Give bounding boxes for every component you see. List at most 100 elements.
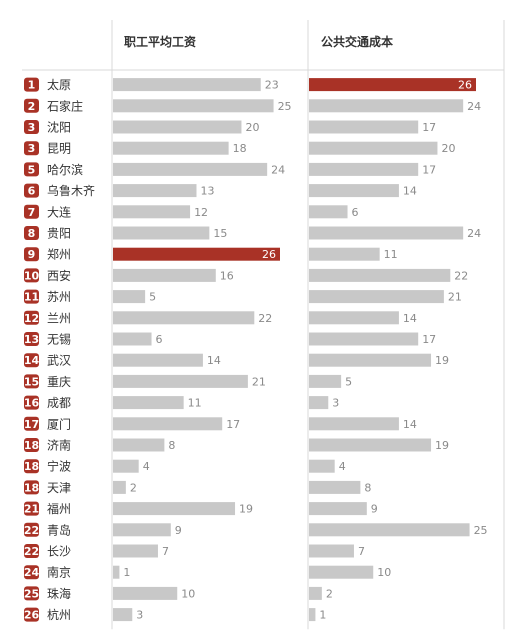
transit-bar	[309, 374, 342, 388]
wage-value-label: 15	[213, 227, 227, 240]
transit-value-label: 20	[441, 142, 455, 155]
transit-bar	[309, 226, 464, 240]
city-label: 南京	[47, 565, 71, 580]
chart-rows: 1 太原 23 262 石家庄 25 243 沈阳 20 173 昆明 18 205 哈尔滨 24 176 乌鲁…	[24, 77, 488, 622]
table-row: 13 无锡 6 17	[24, 332, 436, 347]
rank-number: 6	[28, 185, 36, 198]
wage-bar	[113, 311, 255, 325]
transit-value-label: 7	[358, 545, 365, 558]
rank-number: 1	[28, 79, 36, 92]
wage-value-label: 25	[278, 100, 292, 113]
table-row: 3 昆明 18 20	[24, 141, 455, 156]
city-label: 重庆	[47, 375, 71, 389]
city-label: 西安	[47, 268, 71, 283]
wage-value-label: 14	[207, 354, 221, 367]
city-label: 贵阳	[47, 227, 71, 241]
city-label: 济南	[47, 438, 71, 453]
wage-value-label: 18	[233, 142, 247, 155]
rank-number: 22	[24, 545, 39, 558]
transit-value-label: 4	[339, 460, 346, 473]
rank-badge	[24, 353, 39, 368]
transit-bar	[309, 417, 399, 431]
transit-bar	[309, 565, 374, 579]
table-row: 22 青岛 9 25	[24, 522, 488, 537]
rank-badge	[24, 586, 39, 601]
rank-number: 7	[28, 206, 36, 219]
transit-bar	[309, 523, 470, 537]
rank-number: 13	[24, 333, 39, 346]
transit-value-label: 11	[384, 248, 398, 261]
transit-bar	[309, 247, 380, 261]
transit-value-label: 3	[332, 397, 339, 410]
transit-bar	[309, 438, 432, 452]
wage-bar	[113, 459, 139, 473]
transit-value-label: 24	[467, 100, 481, 113]
city-label: 郑州	[47, 247, 71, 262]
city-label: 长沙	[47, 545, 71, 559]
transit-value-label: 1	[319, 609, 326, 622]
rank-badge	[24, 289, 39, 304]
transit-bar	[309, 311, 399, 325]
rank-number: 16	[24, 397, 40, 410]
rank-badge	[24, 459, 39, 474]
transit-bar	[309, 162, 419, 176]
table-row: 18 天津 2 8	[24, 480, 371, 495]
rank-number: 15	[24, 375, 39, 388]
wage-bar	[113, 565, 120, 579]
rank-number: 3	[28, 121, 36, 134]
transit-value-label: 24	[467, 227, 481, 240]
transit-value-label: 5	[345, 375, 352, 388]
rank-number: 5	[28, 163, 36, 176]
wage-value-label: 13	[201, 185, 215, 198]
wage-bar	[113, 480, 126, 494]
wage-value-label: 20	[245, 121, 259, 134]
city-label: 武汉	[47, 354, 71, 368]
table-row: 12 兰州 22 14	[24, 310, 417, 325]
rank-badge	[24, 374, 39, 389]
rank-number: 18	[24, 439, 39, 452]
rank-badge	[24, 607, 39, 622]
city-label: 福州	[47, 501, 71, 516]
table-row: 1 太原 23 26	[24, 77, 476, 92]
table-row: 18 宁波 4 4	[24, 459, 346, 474]
transit-bar	[309, 78, 476, 92]
table-row: 5 哈尔滨 24 17	[24, 162, 436, 177]
wage-bar	[113, 608, 133, 622]
wage-bar	[113, 544, 158, 558]
transit-value-label: 14	[403, 312, 417, 325]
transit-bar	[309, 141, 438, 155]
transit-value-label: 6	[352, 206, 359, 219]
wage-value-label: 8	[168, 439, 175, 452]
chart-frame	[22, 20, 505, 630]
transit-bar	[309, 332, 419, 346]
transit-value-label: 17	[422, 163, 436, 176]
table-row: 11 苏州 5 21	[24, 289, 462, 304]
table-row: 3 沈阳 20 17	[24, 120, 436, 135]
wage-bar	[113, 78, 261, 92]
transit-value-label: 14	[403, 418, 417, 431]
transit-value-label: 17	[422, 333, 436, 346]
transit-value-label: 25	[474, 524, 488, 537]
city-label: 哈尔滨	[47, 162, 83, 177]
rank-number: 22	[24, 524, 39, 537]
rank-badge	[24, 522, 39, 537]
wage-value-label: 10	[181, 587, 195, 600]
wage-value-label: 7	[162, 545, 169, 558]
table-row: 21 福州 19 9	[24, 501, 378, 516]
wage-value-label: 22	[258, 312, 272, 325]
table-row: 26 杭州 3 1	[24, 607, 327, 622]
transit-value-label: 22	[454, 269, 468, 282]
transit-value-label: 19	[435, 439, 449, 452]
wage-bar	[113, 99, 274, 113]
wage-value-label: 1	[123, 566, 130, 579]
transit-bar	[309, 608, 316, 622]
rank-badge	[24, 268, 39, 283]
table-row: 9 郑州 26 11	[24, 247, 398, 262]
transit-value-label: 21	[448, 291, 462, 304]
table-row: 8 贵阳 15 24	[24, 226, 481, 241]
rank-badge	[24, 501, 39, 516]
transit-bar	[309, 353, 432, 367]
wage-bar	[113, 226, 210, 240]
wage-value-label: 3	[136, 609, 143, 622]
